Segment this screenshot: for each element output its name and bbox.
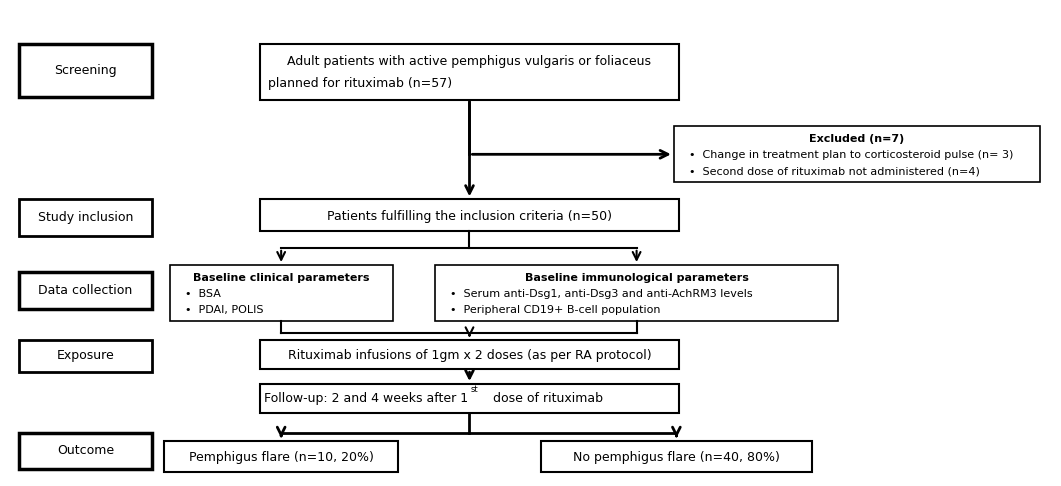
- Text: planned for rituximab (n=57): planned for rituximab (n=57): [268, 77, 453, 90]
- FancyBboxPatch shape: [435, 265, 838, 321]
- Text: Adult patients with active pemphigus vulgaris or foliaceus: Adult patients with active pemphigus vul…: [288, 55, 651, 68]
- Text: Rituximab infusions of 1gm x 2 doses (as per RA protocol): Rituximab infusions of 1gm x 2 doses (as…: [288, 349, 651, 362]
- Text: •  Peripheral CD19+ B-cell population: • Peripheral CD19+ B-cell population: [443, 305, 661, 314]
- FancyBboxPatch shape: [260, 199, 679, 231]
- FancyBboxPatch shape: [260, 384, 679, 413]
- Text: st: st: [470, 385, 479, 394]
- Text: Exposure: Exposure: [56, 349, 115, 363]
- Text: •  Change in treatment plan to corticosteroid pulse (n= 3): • Change in treatment plan to corticoste…: [682, 150, 1013, 160]
- FancyBboxPatch shape: [541, 441, 812, 472]
- FancyBboxPatch shape: [19, 340, 152, 372]
- FancyBboxPatch shape: [674, 126, 1040, 182]
- Text: Patients fulfilling the inclusion criteria (n=50): Patients fulfilling the inclusion criter…: [327, 209, 612, 223]
- Text: Baseline immunological parameters: Baseline immunological parameters: [524, 273, 749, 283]
- FancyBboxPatch shape: [19, 44, 152, 97]
- Text: •  Serum anti-Dsg1, anti-Dsg3 and anti-AchRM3 levels: • Serum anti-Dsg1, anti-Dsg3 and anti-Ac…: [443, 289, 753, 298]
- Text: Pemphigus flare (n=10, 20%): Pemphigus flare (n=10, 20%): [189, 451, 373, 464]
- Text: •  Second dose of rituximab not administered (n=4): • Second dose of rituximab not administe…: [682, 166, 980, 176]
- FancyBboxPatch shape: [19, 433, 152, 469]
- Text: dose of rituximab: dose of rituximab: [488, 392, 603, 405]
- Text: Study inclusion: Study inclusion: [38, 211, 133, 224]
- Text: Baseline clinical parameters: Baseline clinical parameters: [193, 273, 369, 283]
- Text: •  PDAI, POLIS: • PDAI, POLIS: [178, 305, 264, 314]
- Text: No pemphigus flare (n=40, 80%): No pemphigus flare (n=40, 80%): [573, 451, 780, 464]
- Text: Screening: Screening: [54, 64, 117, 77]
- Text: Data collection: Data collection: [38, 284, 133, 297]
- FancyBboxPatch shape: [260, 340, 679, 369]
- Text: •  BSA: • BSA: [178, 289, 221, 298]
- FancyBboxPatch shape: [19, 199, 152, 236]
- FancyBboxPatch shape: [170, 265, 393, 321]
- FancyBboxPatch shape: [260, 44, 679, 100]
- FancyBboxPatch shape: [164, 441, 398, 472]
- Text: Excluded (n=7): Excluded (n=7): [810, 134, 904, 144]
- Text: Outcome: Outcome: [57, 444, 114, 457]
- FancyBboxPatch shape: [19, 272, 152, 309]
- Text: Follow-up: 2 and 4 weeks after 1: Follow-up: 2 and 4 weeks after 1: [264, 392, 469, 405]
